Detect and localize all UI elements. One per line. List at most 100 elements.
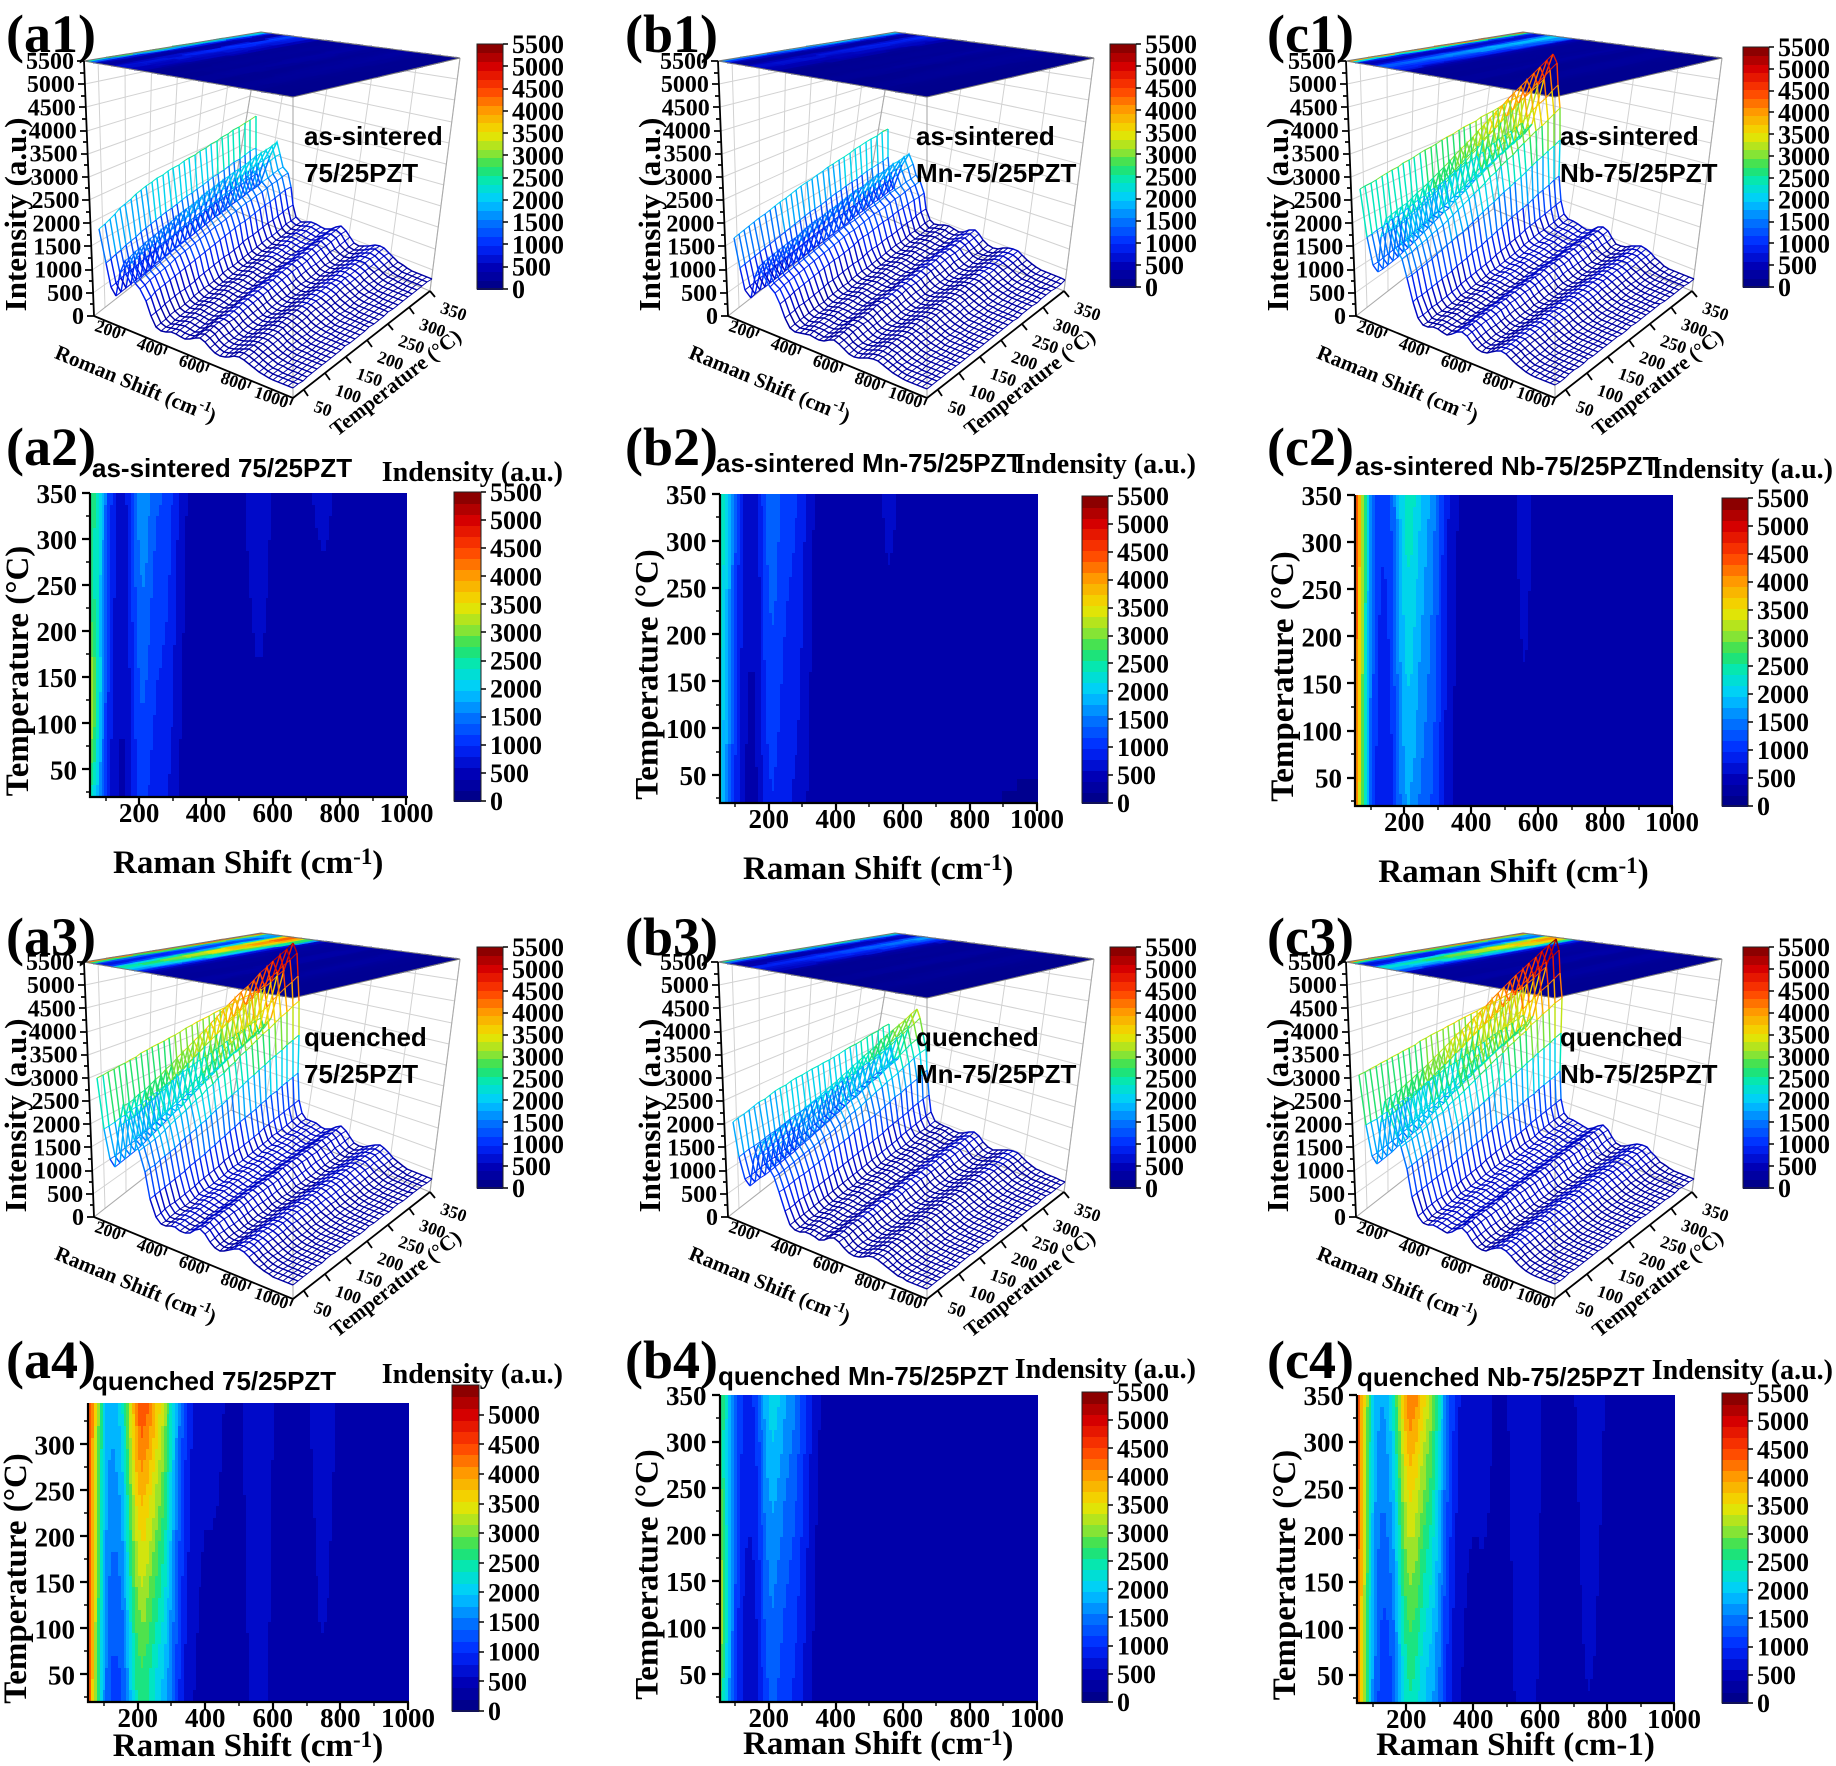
svg-text:5500: 5500	[1778, 33, 1830, 62]
svg-text:Indensity (a.u.): Indensity (a.u.)	[382, 457, 563, 488]
svg-text:0: 0	[1117, 789, 1130, 818]
svg-text:250: 250	[666, 1474, 707, 1504]
svg-text:Temperature (°C): Temperature (°C)	[0, 1453, 34, 1704]
svg-text:4000: 4000	[663, 119, 711, 145]
svg-text:2500: 2500	[1757, 1548, 1809, 1577]
svg-text:500: 500	[1145, 1152, 1184, 1181]
svg-text:2500: 2500	[32, 188, 80, 214]
svg-text:350: 350	[666, 1381, 707, 1411]
svg-text:4500: 4500	[512, 75, 564, 104]
svg-text:150: 150	[1302, 670, 1343, 700]
svg-text:4000: 4000	[663, 1020, 711, 1046]
svg-text:250: 250	[1302, 575, 1343, 605]
svg-text:2500: 2500	[1145, 1065, 1197, 1094]
svg-text:3000: 3000	[1778, 142, 1830, 171]
svg-text:5500: 5500	[660, 950, 708, 976]
svg-text:3000: 3000	[31, 165, 79, 191]
svg-text:2000: 2000	[1294, 211, 1342, 237]
svg-text:as-sintered: as-sintered	[1560, 121, 1699, 151]
svg-text:1000: 1000	[1296, 1159, 1344, 1185]
svg-text:100: 100	[1304, 1614, 1345, 1644]
svg-text:2500: 2500	[1757, 652, 1809, 681]
svg-text:300: 300	[1302, 528, 1343, 558]
svg-text:3000: 3000	[1117, 1519, 1169, 1548]
svg-text:Mn-75/25PZT: Mn-75/25PZT	[916, 158, 1076, 188]
svg-text:as-sintered Nb-75/25PZT: as-sintered Nb-75/25PZT	[1355, 451, 1659, 481]
svg-text:Raman Shift (cm-1): Raman Shift (cm-1)	[1378, 852, 1648, 890]
svg-text:350: 350	[666, 480, 707, 510]
svg-text:1500: 1500	[1757, 708, 1809, 737]
svg-text:as-sintered: as-sintered	[304, 121, 443, 151]
svg-text:Raman Shift (cm-1): Raman Shift (cm-1)	[1376, 1727, 1655, 1763]
svg-text:150: 150	[1304, 1568, 1345, 1598]
svg-text:50: 50	[312, 396, 335, 421]
svg-text:0: 0	[512, 1174, 525, 1203]
svg-text:2000: 2000	[1757, 1576, 1809, 1605]
svg-text:1000: 1000	[490, 731, 542, 760]
svg-text:(b2): (b2)	[625, 417, 718, 477]
svg-text:1000: 1000	[1145, 1130, 1197, 1159]
svg-text:5500: 5500	[1778, 933, 1830, 962]
svg-text:4500: 4500	[490, 534, 542, 563]
svg-text:0: 0	[1757, 792, 1770, 821]
svg-text:5000: 5000	[512, 52, 564, 81]
svg-text:0: 0	[72, 1205, 84, 1231]
svg-text:Mn-75/25PZT: Mn-75/25PZT	[916, 1059, 1076, 1089]
svg-text:3000: 3000	[512, 1043, 564, 1072]
svg-text:0: 0	[1334, 1205, 1346, 1231]
svg-text:500: 500	[681, 1182, 717, 1208]
svg-text:4000: 4000	[1757, 1464, 1809, 1493]
svg-text:50: 50	[946, 1297, 969, 1322]
svg-text:4500: 4500	[1290, 95, 1338, 121]
svg-text:2500: 2500	[1294, 188, 1342, 214]
svg-text:2000: 2000	[32, 211, 80, 237]
svg-text:3500: 3500	[1757, 1492, 1809, 1521]
svg-text:1000: 1000	[1778, 229, 1830, 258]
svg-text:2500: 2500	[490, 647, 542, 676]
svg-text:5000: 5000	[1778, 955, 1830, 984]
svg-text:5000: 5000	[1757, 512, 1809, 541]
svg-text:3000: 3000	[512, 141, 564, 170]
svg-text:2000: 2000	[490, 675, 542, 704]
svg-text:4000: 4000	[29, 1020, 77, 1046]
svg-text:Temperature (°C): Temperature (°C)	[0, 546, 36, 797]
svg-text:1000: 1000	[668, 1159, 716, 1185]
svg-text:3000: 3000	[1293, 165, 1341, 191]
svg-text:3500: 3500	[1145, 1021, 1197, 1050]
svg-text:3000: 3000	[1293, 1066, 1341, 1092]
svg-text:5500: 5500	[1288, 950, 1336, 976]
svg-text:1000: 1000	[1757, 736, 1809, 765]
svg-text:0: 0	[1145, 273, 1158, 302]
svg-text:100: 100	[666, 714, 707, 744]
svg-text:quenched: quenched	[916, 1022, 1039, 1052]
svg-text:Raman Shift (cm-1): Raman Shift (cm-1)	[743, 1724, 1013, 1762]
svg-text:300: 300	[666, 527, 707, 557]
svg-text:3500: 3500	[1778, 1021, 1830, 1050]
svg-text:3000: 3000	[1145, 1043, 1197, 1072]
svg-text:50: 50	[50, 755, 77, 785]
svg-text:2500: 2500	[488, 1549, 540, 1578]
svg-text:3000: 3000	[1757, 1520, 1809, 1549]
svg-text:3500: 3500	[664, 1043, 712, 1069]
svg-text:0: 0	[72, 304, 84, 330]
svg-text:(a2): (a2)	[6, 417, 96, 477]
svg-text:500: 500	[488, 1667, 527, 1696]
svg-text:2500: 2500	[32, 1089, 80, 1115]
svg-text:(b3): (b3)	[625, 907, 718, 967]
svg-text:1000: 1000	[1145, 229, 1197, 258]
svg-text:4000: 4000	[1117, 1463, 1169, 1492]
svg-text:Nb-75/25PZT: Nb-75/25PZT	[1560, 1059, 1718, 1089]
svg-text:4000: 4000	[29, 119, 77, 145]
svg-text:2000: 2000	[512, 1086, 564, 1115]
svg-text:1500: 1500	[512, 1108, 564, 1137]
svg-text:350: 350	[1302, 481, 1343, 511]
svg-text:500: 500	[1757, 1661, 1796, 1690]
svg-text:4500: 4500	[1117, 538, 1169, 567]
svg-text:as-sintered 75/25PZT: as-sintered 75/25PZT	[92, 453, 352, 483]
svg-text:(c3): (c3)	[1267, 907, 1354, 967]
svg-text:2000: 2000	[1757, 680, 1809, 709]
svg-text:Temperature (°C): Temperature (°C)	[630, 549, 666, 800]
svg-text:2000: 2000	[666, 211, 714, 237]
svg-text:4500: 4500	[662, 996, 710, 1022]
svg-text:1000: 1000	[668, 258, 716, 284]
